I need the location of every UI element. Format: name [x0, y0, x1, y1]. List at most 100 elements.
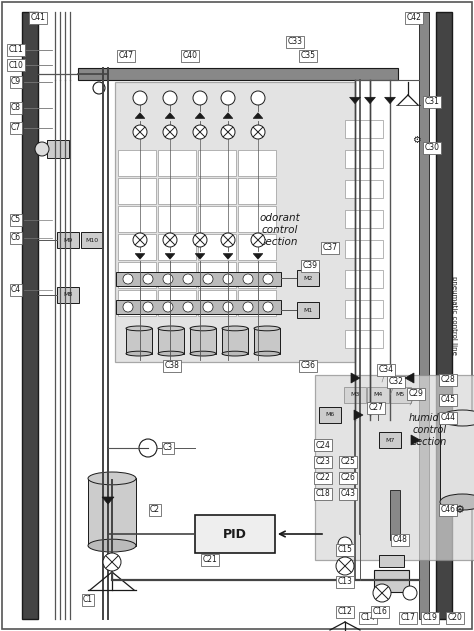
Circle shape — [243, 302, 253, 312]
Bar — [118, 150, 156, 176]
Circle shape — [221, 125, 235, 139]
Text: M2: M2 — [303, 276, 313, 281]
Bar — [379, 432, 401, 448]
Bar — [345, 210, 383, 228]
Circle shape — [93, 82, 105, 94]
Circle shape — [133, 91, 147, 105]
Bar — [118, 234, 156, 260]
Polygon shape — [195, 254, 205, 259]
Bar — [319, 407, 341, 423]
Bar — [57, 232, 79, 248]
Text: C38: C38 — [164, 362, 180, 370]
Bar — [198, 290, 236, 316]
Text: C28: C28 — [441, 375, 456, 384]
Circle shape — [193, 91, 207, 105]
Bar — [115, 82, 355, 362]
Text: C36: C36 — [301, 362, 316, 370]
Circle shape — [373, 584, 391, 602]
Bar — [345, 150, 383, 168]
Circle shape — [163, 302, 173, 312]
Ellipse shape — [440, 494, 474, 510]
Circle shape — [193, 125, 207, 139]
Text: C47: C47 — [118, 52, 134, 61]
Circle shape — [338, 537, 352, 551]
Text: C25: C25 — [340, 457, 356, 466]
Polygon shape — [351, 373, 360, 383]
Circle shape — [143, 274, 153, 284]
Bar — [254, 328, 280, 353]
Bar — [57, 287, 79, 303]
Ellipse shape — [88, 472, 136, 485]
Polygon shape — [135, 254, 145, 259]
Circle shape — [223, 302, 233, 312]
Bar — [118, 262, 156, 288]
Text: C41: C41 — [30, 13, 46, 23]
Text: C8: C8 — [11, 103, 21, 112]
Circle shape — [251, 91, 265, 105]
Text: C24: C24 — [316, 440, 330, 449]
Bar — [238, 206, 276, 232]
Bar — [297, 270, 319, 286]
Bar — [345, 120, 383, 138]
Text: C19: C19 — [422, 613, 438, 623]
Bar — [118, 206, 156, 232]
Bar — [390, 490, 400, 540]
Text: M6: M6 — [325, 413, 335, 418]
Ellipse shape — [440, 410, 474, 426]
Bar — [374, 570, 409, 592]
Text: C22: C22 — [316, 473, 330, 483]
Bar — [379, 555, 404, 567]
Text: C35: C35 — [301, 52, 316, 61]
Text: C27: C27 — [369, 403, 383, 413]
Circle shape — [163, 91, 177, 105]
Circle shape — [221, 91, 235, 105]
Bar — [158, 178, 196, 204]
Bar — [345, 330, 383, 348]
Text: C42: C42 — [407, 13, 421, 23]
Circle shape — [143, 302, 153, 312]
Text: C3: C3 — [163, 444, 173, 452]
Text: pneumatic control line: pneumatic control line — [451, 276, 457, 355]
Text: C20: C20 — [447, 613, 463, 623]
Bar — [238, 290, 276, 316]
Text: PID: PID — [223, 528, 247, 541]
Bar — [190, 328, 216, 353]
Polygon shape — [405, 373, 414, 383]
Text: C18: C18 — [316, 490, 330, 498]
Circle shape — [35, 142, 49, 156]
Text: C33: C33 — [288, 37, 302, 47]
Bar — [238, 262, 276, 288]
Bar — [198, 150, 236, 176]
Bar — [158, 290, 196, 316]
Text: M1: M1 — [303, 307, 313, 312]
Circle shape — [163, 233, 177, 247]
Text: C14: C14 — [361, 613, 375, 623]
Polygon shape — [165, 113, 175, 119]
Circle shape — [221, 233, 235, 247]
Polygon shape — [135, 113, 145, 119]
Text: C34: C34 — [379, 365, 393, 375]
Circle shape — [263, 274, 273, 284]
Polygon shape — [223, 254, 233, 259]
Text: C9: C9 — [11, 78, 21, 86]
Text: M8: M8 — [64, 293, 73, 297]
Bar — [195, 515, 275, 553]
Text: C37: C37 — [322, 244, 337, 252]
Text: ⚙: ⚙ — [411, 135, 420, 145]
Text: C7: C7 — [11, 124, 21, 133]
Bar — [116, 300, 281, 314]
Bar — [158, 262, 196, 288]
Circle shape — [193, 233, 207, 247]
Circle shape — [203, 302, 213, 312]
Ellipse shape — [158, 351, 184, 356]
Text: M4: M4 — [374, 392, 383, 398]
Bar — [198, 234, 236, 260]
Circle shape — [123, 302, 133, 312]
Bar — [345, 300, 383, 318]
Ellipse shape — [126, 326, 152, 331]
Bar — [118, 178, 156, 204]
Bar — [419, 12, 429, 619]
Bar — [238, 150, 276, 176]
Bar — [367, 387, 389, 403]
Text: C17: C17 — [401, 613, 415, 623]
